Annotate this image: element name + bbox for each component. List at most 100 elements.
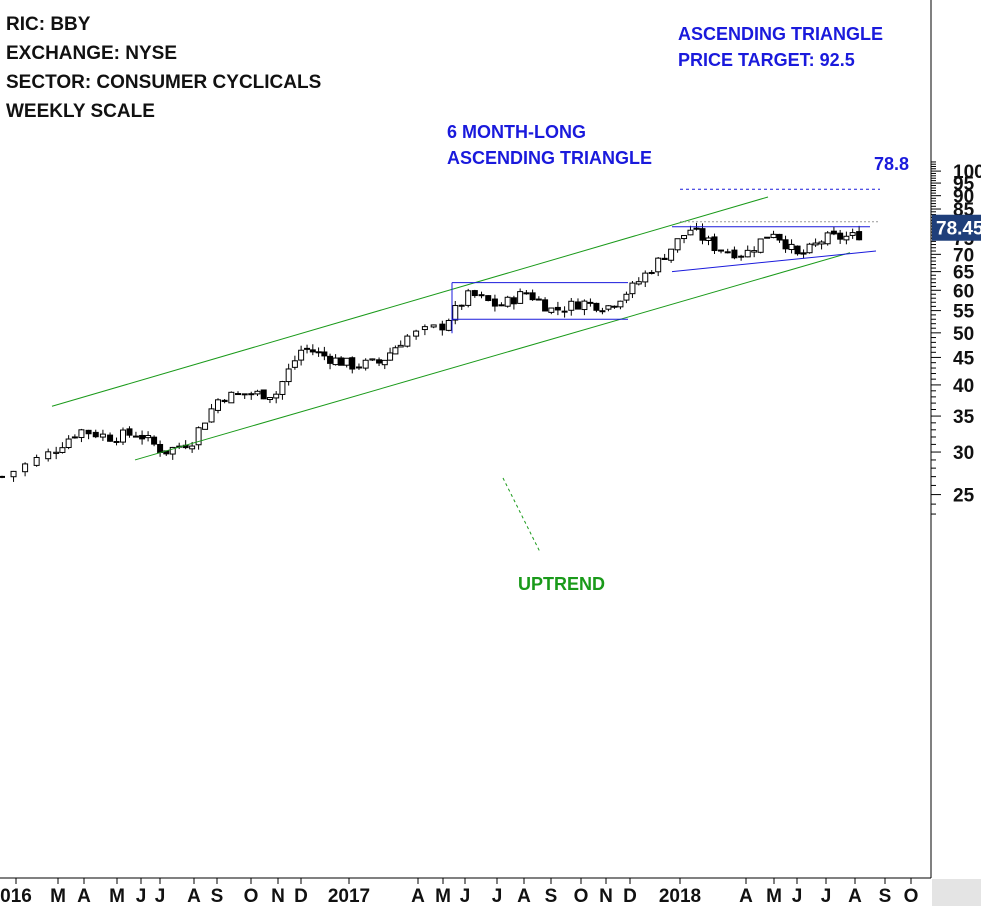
candle-up	[788, 243, 795, 251]
candle-down	[718, 249, 725, 252]
candle-up	[843, 235, 850, 241]
candle-down	[738, 255, 745, 258]
candle-down	[349, 357, 356, 370]
candle-up	[642, 272, 649, 283]
candle-up	[413, 330, 420, 337]
x-tick-label: S	[545, 886, 558, 906]
y-tick-label: 70	[953, 245, 974, 266]
x-tick-label: J	[136, 886, 147, 906]
candle-down	[837, 232, 844, 240]
candle-up	[724, 251, 731, 254]
y-tick-label: 95	[953, 174, 975, 195]
x-tick-label: J	[821, 886, 832, 906]
candle-up	[568, 300, 575, 311]
y-tick-label: 25	[953, 486, 975, 507]
candle-up	[78, 429, 85, 439]
candle-down	[554, 306, 561, 311]
pattern-line2: ASCENDING TRIANGLE	[447, 148, 653, 168]
x-tick-label: M	[435, 886, 451, 906]
candle-up	[169, 446, 176, 455]
candle-down	[157, 443, 164, 453]
x-tick-label: N	[271, 886, 285, 906]
candle-down	[485, 295, 492, 302]
y-tick-label: 45	[953, 348, 975, 369]
candle-down	[85, 429, 92, 435]
candle-down	[92, 431, 99, 438]
candle-up	[10, 470, 17, 478]
candle-down	[126, 428, 133, 436]
candle-up	[53, 451, 60, 454]
candle-down	[376, 359, 383, 364]
candle-up	[362, 359, 369, 369]
candle-up	[298, 349, 305, 361]
candle-up	[687, 229, 694, 236]
candle-up	[113, 440, 120, 443]
candle-down	[221, 399, 228, 403]
candle-down	[478, 294, 485, 297]
candle-down	[523, 292, 530, 295]
candle-up	[228, 391, 235, 404]
resistance-label: 78.8	[874, 154, 910, 174]
candle-up	[119, 429, 126, 443]
candle-down	[699, 228, 706, 241]
candle-up	[397, 344, 404, 348]
candle-up	[561, 310, 568, 313]
x-tick-label: A	[848, 886, 862, 906]
candle-up	[548, 307, 555, 313]
x-tick-label: 2017	[328, 886, 370, 906]
pattern-overlays	[51, 188, 880, 553]
target-title: ASCENDING TRIANGLE	[678, 24, 884, 44]
candle-up	[812, 242, 819, 246]
candle-up	[648, 271, 655, 274]
candle-up	[214, 399, 221, 411]
y-tick-label: 90	[953, 187, 974, 208]
candle-up	[617, 300, 624, 308]
candle-up	[285, 368, 292, 383]
last-price-tag	[932, 214, 981, 241]
sector-label: SECTOR: CONSUMER CYCLICALS	[6, 72, 322, 93]
candle-up	[635, 281, 642, 285]
candle-up	[404, 335, 411, 347]
candle-down	[782, 239, 789, 250]
triangle-support-line	[671, 250, 877, 273]
candle-down	[856, 231, 863, 241]
x-tick-label: 2018	[659, 886, 701, 906]
uptrend-pointer	[502, 477, 541, 553]
candle-down	[471, 290, 478, 297]
candle-up	[629, 282, 636, 295]
candle-down	[529, 292, 536, 301]
candle-down	[535, 298, 542, 301]
x-tick-label: M	[109, 886, 125, 906]
x-tick-label: A	[187, 886, 201, 906]
candle-down	[498, 304, 505, 307]
x-tick-label: A	[739, 886, 753, 906]
candle-down	[321, 351, 328, 357]
x-tick-label: A	[77, 886, 91, 906]
channel-upper-line	[51, 196, 769, 407]
x-tick-label: O	[904, 886, 919, 906]
chart-info: RIC: BBY EXCHANGE: NYSE SECTOR: CONSUMER…	[6, 10, 321, 126]
x-tick-label: M	[766, 886, 782, 906]
candle-up	[195, 427, 202, 446]
x-tick-label: D	[623, 886, 637, 906]
candle-up	[599, 310, 606, 313]
candle-up	[674, 238, 681, 251]
scale-label: WEEKLY SCALE	[6, 101, 155, 122]
candle-up	[681, 235, 688, 240]
exchange-label: EXCHANGE: NYSE	[6, 43, 178, 64]
candle-up	[145, 435, 152, 439]
candle-up	[22, 463, 29, 473]
candle-up	[611, 305, 618, 308]
time-axis: 016 M A M J J A S O N D 2017 A M J J A S O N D 2018 A M J J A S O	[0, 878, 918, 906]
candle-down	[830, 230, 837, 235]
candle-up	[304, 347, 311, 350]
candle-up	[751, 250, 758, 253]
x-tick-label: J	[792, 886, 803, 906]
candle-up	[705, 237, 712, 241]
candle-up	[504, 296, 511, 307]
y-tick-label: 60	[953, 281, 974, 302]
candle-down	[794, 245, 801, 255]
candle-down	[711, 236, 718, 252]
